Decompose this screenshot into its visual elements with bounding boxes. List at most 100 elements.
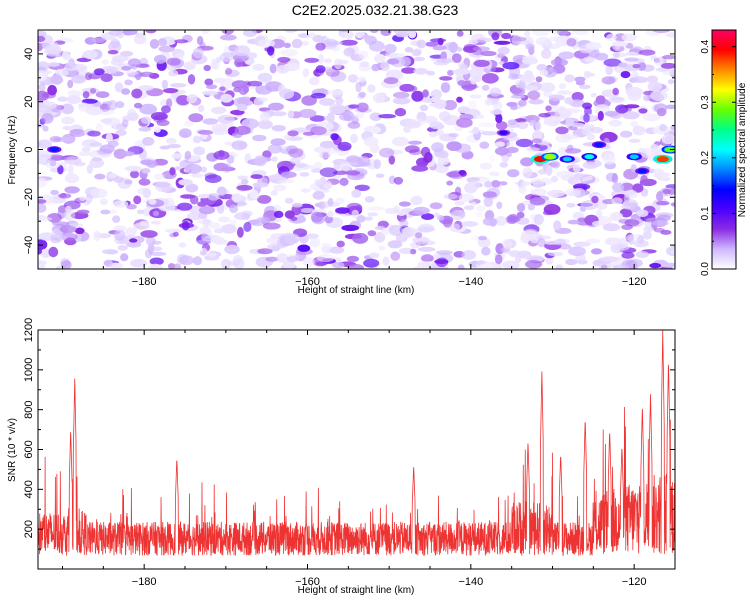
heatmap-cell [38,104,52,113]
heatmap-cell [557,106,567,116]
heatmap-cell [270,190,278,196]
heatmap-cell [455,186,462,196]
heatmap-cell [611,172,619,184]
heatmap-cell [497,46,510,55]
heatmap-cell [637,234,644,245]
heatmap-cell [468,68,484,79]
heatmap-cell [370,30,379,34]
heatmap-cell [60,260,72,269]
heatmap-cell [317,254,335,263]
heatmap-cell [558,51,575,60]
heatmap-cell [81,98,98,104]
heatmap-cell [148,198,157,205]
heatmap-cell [615,104,629,114]
heatmap-cell [635,251,650,258]
heatmap-cell [569,99,585,108]
heatmap-cell [152,246,163,252]
heatmap-cell [476,114,485,119]
heatmap-cell [482,191,497,198]
heatmap-cell [608,119,623,127]
heatmap-cell [501,32,512,40]
heatmap-cell [458,209,466,218]
spectrogram-panel: −180 −160 −140 −120 −40 −20 0 20 40 Height of st… [7,29,676,296]
heatmap-cell [65,159,78,165]
heatmap-cell [185,183,199,193]
heatmap-cell [149,251,167,256]
heatmap-cell [388,155,396,165]
snr-series-line [38,330,675,557]
heatmap-cell [130,170,139,179]
heatmap-cell [590,92,597,98]
heatmap-cell [120,253,129,262]
heatmap-cell [86,164,93,174]
heatmap-cell [399,83,415,92]
heatmap-cell [521,85,539,91]
heatmap-cell [358,63,371,72]
heatmap-cell [527,203,535,211]
heatmap-cell [67,164,74,176]
heatmap-cell [220,224,237,234]
heatmap-cell [356,102,369,113]
heatmap-cell [442,218,453,228]
heatmap-cell [378,147,395,158]
heatmap-cell [125,70,139,76]
heatmap-cell [147,263,163,269]
heatmap-cell [619,208,633,218]
heatmap-cell [367,230,377,237]
heatmap-cell [516,211,525,219]
heatmap-cell [604,237,622,246]
heatmap-cell [404,47,414,53]
heatmap-cell [549,116,559,127]
heatmap-cell [566,38,577,47]
heatmap-cell [320,242,332,252]
heatmap-cell [126,108,137,120]
heatmap-cell [114,225,126,232]
heatmap-cell [380,228,390,235]
heatmap-hotspot-core [629,154,639,159]
heatmap-cell [604,110,619,117]
heatmap-cell [61,50,70,60]
heatmap-cell [59,224,77,234]
heatmap-cell [207,193,220,201]
heatmap-cell [249,189,259,200]
heatmap-cell [154,54,167,64]
heatmap-cell [110,58,124,66]
snr-panel: −180 −160 −140 −120 200 400 600 800 1000 1200 Hei… [7,318,676,596]
heatmap-cell [133,35,147,45]
heatmap-cell [459,113,474,121]
heatmap-cell [456,47,463,52]
heatmap-cell [196,35,204,46]
heatmap-cell [583,70,591,79]
heatmap-cell [133,102,143,109]
heatmap-cell [564,97,574,105]
x-tick-label: −180 [132,276,157,288]
heatmap-cell [71,74,87,84]
heatmap-cell [178,128,192,139]
heatmap-cell [662,69,675,76]
y-tick-label: 40 [23,48,35,60]
heatmap-cell [124,165,143,172]
heatmap-cell [201,30,210,35]
heatmap-cell [89,150,99,158]
heatmap-cell [124,79,133,86]
heatmap-cell [74,227,85,235]
heatmap-cell [169,167,176,176]
heatmap-cell [317,88,327,93]
heatmap-cell [203,200,215,206]
heatmap-cell [478,235,487,241]
heatmap-cell [327,89,344,96]
heatmap-cell [188,113,204,123]
heatmap-cell [277,179,295,184]
heatmap-cell [514,255,522,263]
heatmap-cell [339,161,351,171]
heatmap-cell [257,72,273,83]
heatmap-cell [61,116,75,125]
heatmap-cell [159,145,171,150]
heatmap-cell [351,209,360,219]
heatmap-cell [591,195,599,204]
heatmap-cell [521,230,539,240]
heatmap-cell [346,202,363,214]
heatmap-cell [142,136,155,146]
heatmap-cell [309,115,326,122]
heatmap-cell [213,228,224,234]
